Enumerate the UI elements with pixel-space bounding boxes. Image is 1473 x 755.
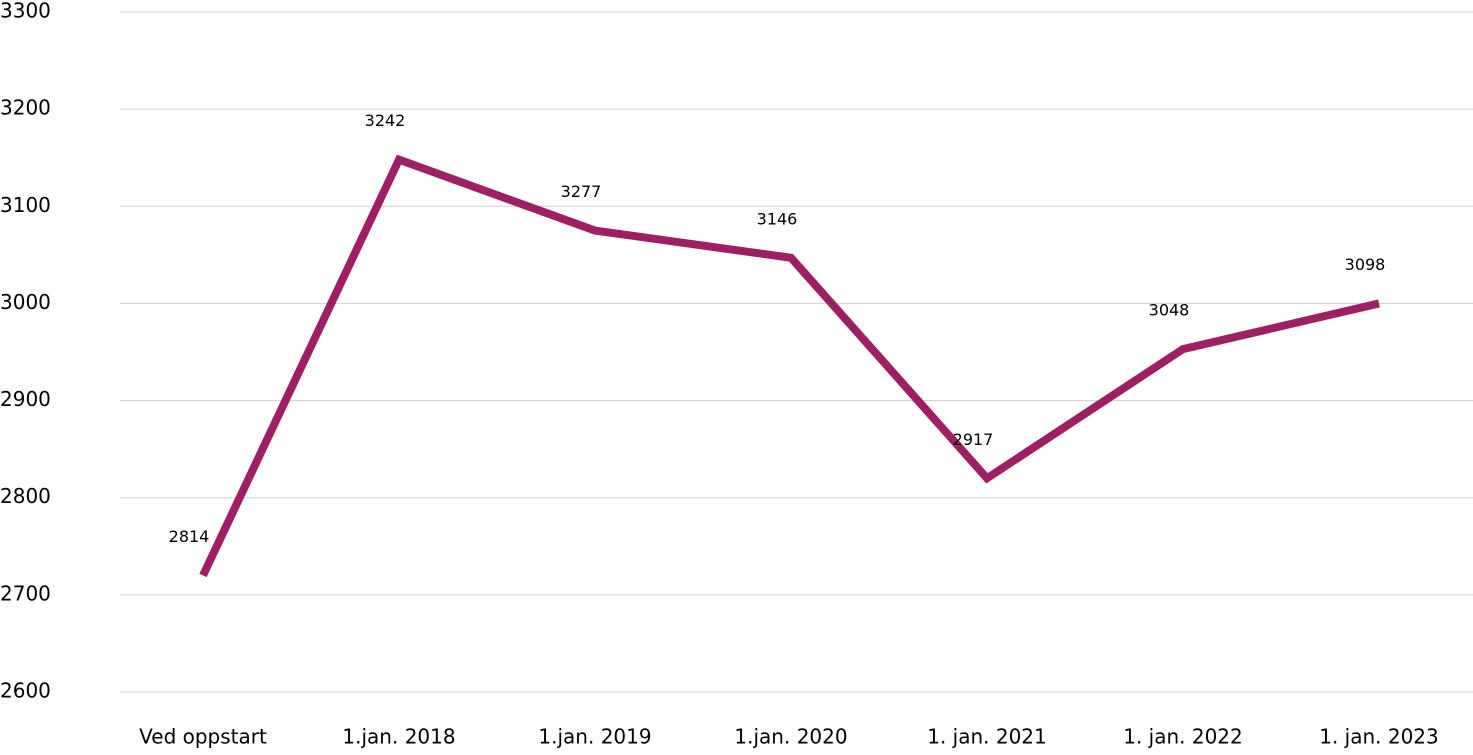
y-tick-label: 2800 xyxy=(0,484,51,508)
data-label: 3048 xyxy=(1149,301,1190,320)
x-tick-label: 1.jan. 2018 xyxy=(342,725,455,749)
x-tick-label: 1.jan. 2020 xyxy=(734,725,847,749)
data-label: 2917 xyxy=(953,430,994,449)
y-tick-label: 2600 xyxy=(0,679,51,703)
y-tick-label: 3300 xyxy=(0,0,51,23)
data-line xyxy=(199,154,1380,578)
y-tick-label: 3000 xyxy=(0,290,51,314)
x-tick-label: 1. jan. 2022 xyxy=(1123,725,1243,749)
y-tick-label: 3100 xyxy=(0,193,51,217)
y-tick-label: 2900 xyxy=(0,387,51,411)
x-tick-label: 1. jan. 2021 xyxy=(927,725,1047,749)
data-label: 3146 xyxy=(757,209,798,228)
data-label: 2814 xyxy=(169,527,210,546)
data-label: 3098 xyxy=(1345,255,1386,274)
y-tick-label: 3200 xyxy=(0,96,51,120)
data-label: 3242 xyxy=(365,111,406,130)
x-tick-label: Ved oppstart xyxy=(139,725,267,749)
data-label: 3277 xyxy=(561,182,602,201)
x-tick-label: 1. jan. 2023 xyxy=(1319,725,1439,749)
x-tick-label: 1.jan. 2019 xyxy=(538,725,651,749)
y-tick-label: 2700 xyxy=(0,581,51,605)
